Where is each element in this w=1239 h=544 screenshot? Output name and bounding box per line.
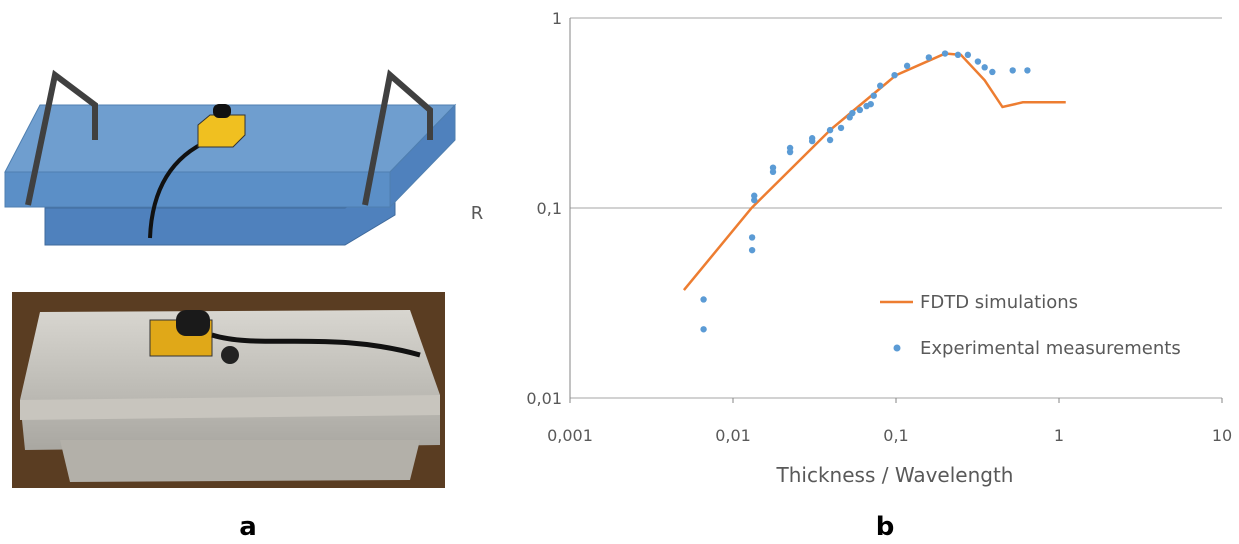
data-point [1024, 67, 1031, 74]
data-point [870, 92, 877, 99]
legend-label: Experimental measurements [920, 338, 1181, 359]
data-point [700, 326, 707, 333]
slab-illustration [4, 69, 457, 246]
data-point [964, 51, 972, 59]
data-point [751, 196, 758, 204]
data-point [748, 234, 756, 241]
data-point [1009, 67, 1016, 74]
x-tick-label: 1 [1054, 426, 1064, 445]
panel-label: b [876, 512, 895, 542]
x-tick-label: 0,1 [883, 426, 908, 445]
panel-label: a [239, 512, 257, 542]
data-point [856, 106, 864, 114]
data-point [989, 68, 996, 76]
data-point [786, 148, 794, 156]
data-point [808, 135, 816, 142]
y-tick-label: 0,01 [526, 389, 562, 408]
y-tick-label: 1 [552, 9, 562, 28]
data-point [877, 82, 884, 89]
data-point [891, 71, 898, 79]
data-point [867, 100, 874, 108]
data-point [974, 58, 982, 65]
y-tick-label: 0,1 [537, 199, 562, 218]
data-point [826, 126, 834, 134]
slab-photo [12, 292, 445, 488]
data-point [837, 124, 845, 132]
data-point [769, 168, 777, 176]
data-point [954, 51, 962, 59]
data-point [849, 109, 856, 117]
data-point [925, 54, 933, 61]
data-point [981, 64, 988, 71]
y-axis-title: R [471, 203, 484, 224]
data-point [748, 246, 756, 254]
x-axis-title: Thickness / Wavelength [776, 463, 1014, 487]
x-tick-label: 0,01 [715, 426, 751, 445]
chart: 0,01 0,1 1 0,001 0,01 0,1 1 10 R Thickness / Wave… [471, 9, 1232, 487]
data-point [903, 62, 911, 70]
x-tick-label: 0,001 [547, 426, 593, 445]
legend-swatch [893, 344, 901, 352]
series-line [682, 52, 1066, 291]
data-point [751, 192, 758, 199]
data-point [826, 136, 834, 144]
data-point [941, 50, 949, 57]
legend-label: FDTD simulations [920, 292, 1078, 313]
x-tick-label: 10 [1212, 426, 1232, 445]
data-point [700, 296, 707, 303]
